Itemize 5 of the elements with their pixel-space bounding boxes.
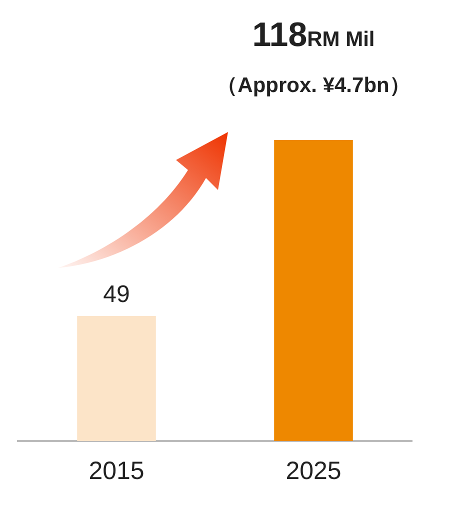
x-tick-label: 2025 [286,456,342,485]
annotation: （Approx. ¥4.7bn） [216,74,410,97]
data-label: 118RM Mil [252,16,375,54]
x-tick-label: 2015 [88,456,144,485]
data-label: 49 [103,281,130,308]
